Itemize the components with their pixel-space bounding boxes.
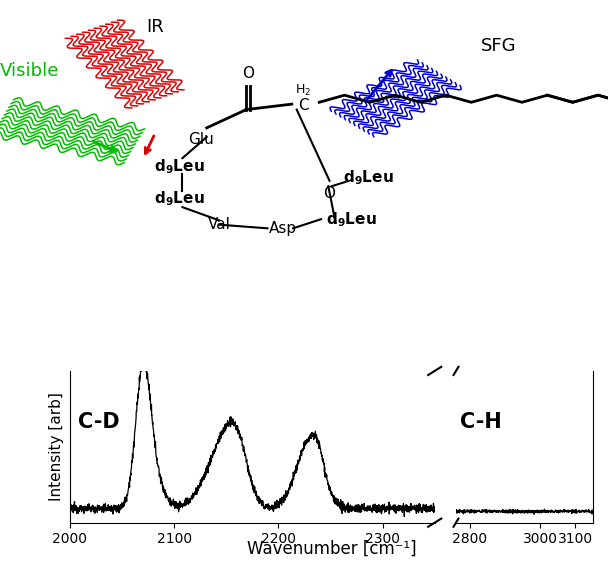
Text: Asp: Asp [269,221,297,236]
Text: $\mathbf{d_9Leu}$: $\mathbf{d_9Leu}$ [342,168,393,187]
Text: C-D: C-D [78,411,120,432]
Text: O: O [323,186,336,201]
Text: $\mathbf{d_9Leu}$: $\mathbf{d_9Leu}$ [326,210,377,229]
Text: O: O [242,66,254,81]
Text: C-H: C-H [460,411,501,432]
Text: $\mathbf{d_9Leu}$: $\mathbf{d_9Leu}$ [154,157,205,175]
Text: SFG: SFG [481,37,516,55]
Y-axis label: Intensity [arb]: Intensity [arb] [49,392,64,501]
Text: IR: IR [146,18,164,37]
Text: H$_2$: H$_2$ [295,83,311,98]
Text: C: C [298,98,308,114]
Text: Wavenumber [cm⁻¹]: Wavenumber [cm⁻¹] [247,540,416,558]
Text: Val: Val [207,217,230,232]
Text: Glu: Glu [188,132,213,147]
Text: $\mathbf{d_9Leu}$: $\mathbf{d_9Leu}$ [154,190,205,209]
Text: Visible: Visible [0,62,60,80]
